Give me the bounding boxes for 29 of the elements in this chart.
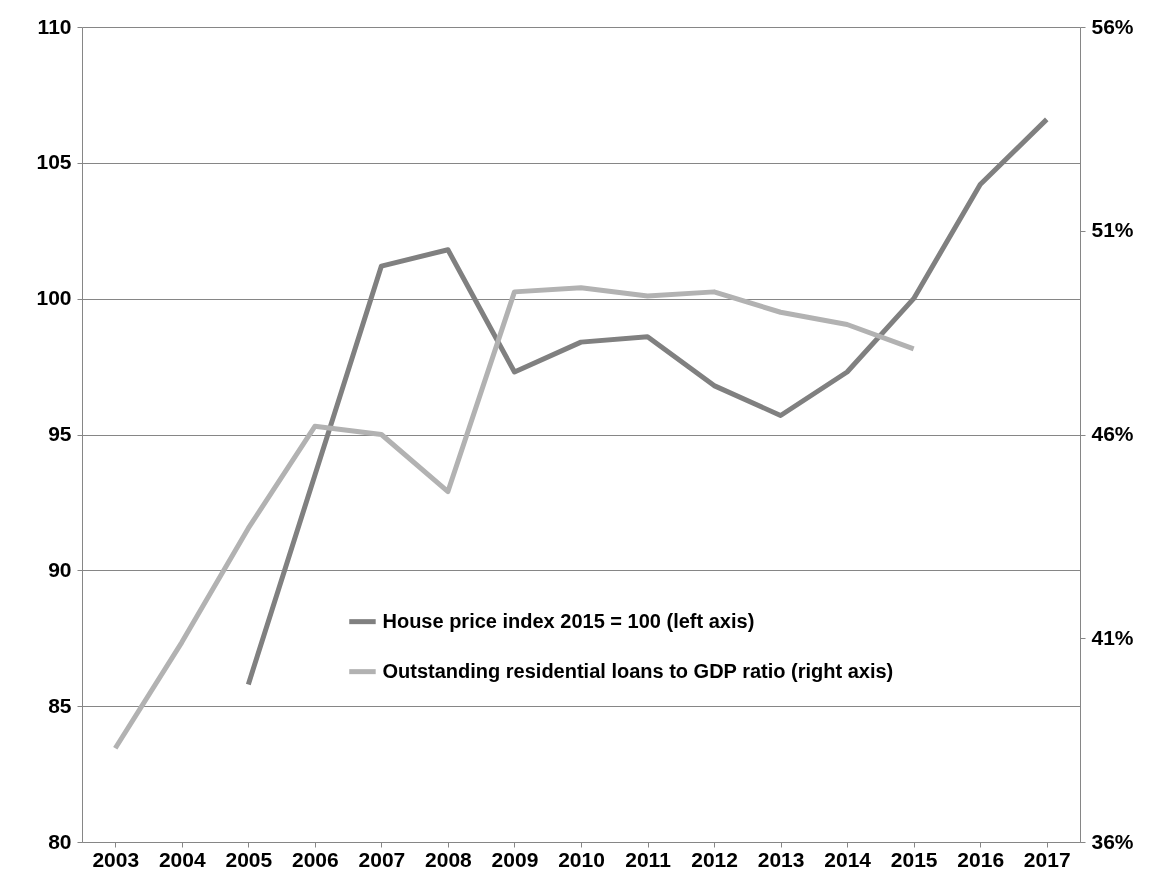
x-tick-label: 2004 [158,847,206,871]
y-tick-label: 90 [48,557,72,581]
x-tick-label: 2013 [757,847,805,871]
y2-tick-label: 36% [1091,829,1134,853]
y-tick-label: 80 [48,829,72,853]
x-tick-label: 2011 [625,847,672,871]
x-tick-label: 2010 [558,847,605,871]
x-tick-label: 2006 [292,847,339,871]
y2-tick-label: 41% [1091,625,1134,649]
x-tick-label: 2015 [890,847,938,871]
y2-tick-label: 51% [1091,218,1134,242]
y2-tick-label: 56% [1091,14,1134,38]
legend-label: Outstanding residential loans to GDP ratio (right axis) [382,659,894,682]
x-tick-label: 2014 [824,847,872,871]
y-tick-label: 110 [37,14,72,38]
y2-tick-label: 46% [1091,422,1134,445]
x-tick-label: 2017 [1023,847,1071,871]
x-tick-label: 2009 [491,847,539,871]
y-tick-label: 85 [48,693,72,717]
x-tick-label: 2008 [425,847,473,871]
y-tick-label: 100 [36,286,72,310]
legend-label: House price index 2015 = 100 (left axis) [382,609,755,632]
y-tick-label: 95 [48,422,72,445]
x-tick-label: 2016 [957,847,1005,871]
x-tick-label: 2007 [358,847,406,871]
x-tick-label: 2003 [92,847,140,871]
x-tick-label: 2012 [691,847,738,871]
y-tick-label: 105 [36,150,72,174]
x-tick-label: 2005 [225,847,273,871]
